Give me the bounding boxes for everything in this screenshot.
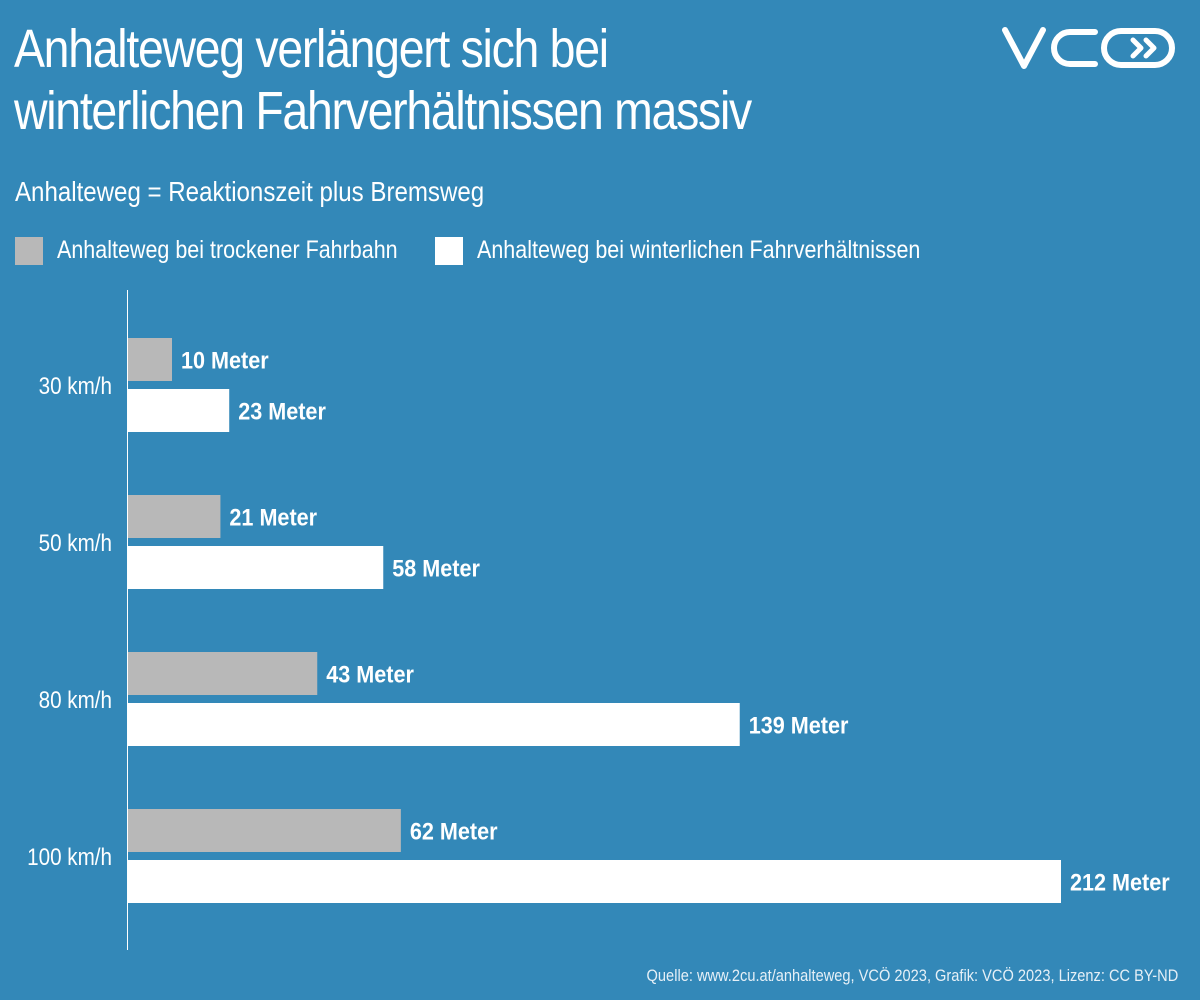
value-label: 139 Meter <box>749 711 849 738</box>
category-label: 100 km/h <box>27 844 112 871</box>
vco-logo <box>1002 27 1175 69</box>
legend-item-dry: Anhalteweg bei trockener Fahrbahn <box>15 236 453 265</box>
source-note: Quelle: www.2cu.at/anhalteweg, VCÖ 2023,… <box>646 966 1178 985</box>
category-label: 30 km/h <box>39 373 112 400</box>
legend-label-dry: Anhalteweg bei trockener Fahrbahn <box>57 236 398 264</box>
legend-swatch-winter <box>435 236 463 265</box>
logo-arrows-icon <box>1130 37 1157 59</box>
value-label: 10 Meter <box>181 346 269 373</box>
title-line-2: winterlichen Fahrverhältnissen massiv <box>14 81 752 141</box>
chart-subtitle: Anhalteweg = Reaktionszeit plus Bremsweg <box>15 176 485 207</box>
legend-label-winter: Anhalteweg bei winterlichen Fahrverhältn… <box>477 236 921 264</box>
category-label: 50 km/h <box>39 530 112 557</box>
value-label: 212 Meter <box>1070 868 1170 895</box>
chart-title: Anhalteweg verlängert sich bei winterlic… <box>14 18 752 142</box>
bar-dry <box>128 652 318 695</box>
value-label: 62 Meter <box>410 817 498 844</box>
legend-item-winter: Anhalteweg bei winterlichen Fahrverhältn… <box>435 236 993 265</box>
bar-winter <box>128 703 740 746</box>
category-label: 80 km/h <box>39 687 112 714</box>
value-label: 58 Meter <box>392 554 480 581</box>
title-line-1: Anhalteweg verlängert sich bei <box>14 19 609 79</box>
logo-letter-o <box>1101 28 1175 68</box>
logo-letter-v <box>1002 27 1046 69</box>
legend-swatch-dry <box>15 236 43 265</box>
value-label: 43 Meter <box>326 660 414 687</box>
bar-winter <box>128 860 1061 903</box>
bar-winter <box>128 389 230 432</box>
bar-winter <box>128 546 384 589</box>
bar-dry <box>128 338 173 381</box>
value-label: 23 Meter <box>238 397 326 424</box>
value-label: 21 Meter <box>229 503 317 530</box>
bar-dry <box>128 495 221 538</box>
bar-dry <box>128 809 401 852</box>
logo-letter-c <box>1051 29 1098 67</box>
